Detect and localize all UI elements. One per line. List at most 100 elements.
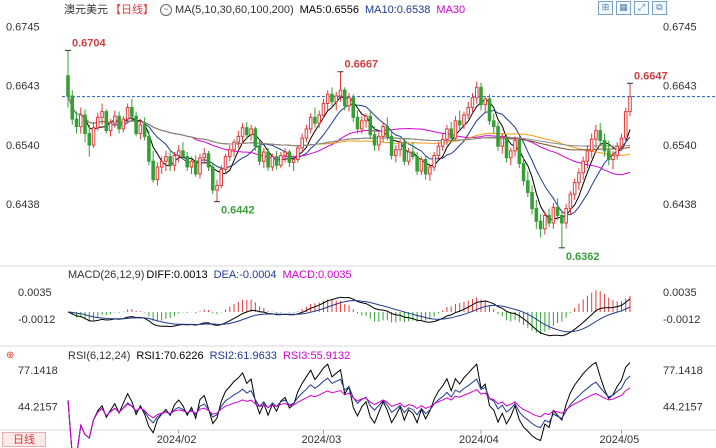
candle-body <box>623 111 628 139</box>
candle-body <box>432 154 436 168</box>
rsi-y-tick-right: 44.2157 <box>663 402 703 414</box>
y-tick-left: 0.6438 <box>6 199 40 211</box>
candle-body <box>491 120 496 128</box>
candle-body <box>147 135 151 162</box>
low-annotation: 0.6442 <box>221 205 255 217</box>
high-annotation: 0.6667 <box>344 59 378 71</box>
x-tick-label: 2024/05 <box>599 434 639 446</box>
candle-body <box>526 180 530 193</box>
low-annotation: 0.6362 <box>566 251 600 263</box>
candle-body <box>560 215 564 224</box>
macd-y-tick-left: -0.0012 <box>18 314 55 326</box>
candle-body <box>317 114 321 124</box>
expand-icon[interactable]: ⤢ <box>634 1 649 15</box>
candle-body <box>210 166 215 191</box>
ma10-label: MA10:0.6538 <box>364 4 431 16</box>
fit-icon[interactable]: ⊞ <box>598 1 613 15</box>
candle-body <box>415 156 419 172</box>
candle-body <box>134 115 138 135</box>
candle-body <box>466 107 470 116</box>
candle-body <box>249 128 253 136</box>
candle-body <box>104 111 109 132</box>
macd-params-label: MACD(26,12,9) <box>68 269 145 281</box>
candle-body <box>359 120 364 130</box>
candle-body <box>509 150 513 159</box>
candle-body <box>257 145 262 162</box>
candle-body <box>594 130 598 140</box>
candle-body <box>91 127 96 146</box>
popout-icon[interactable]: ⧉ <box>652 1 667 15</box>
candle-body <box>419 158 424 172</box>
period-label[interactable]: 【日线】 <box>110 4 154 16</box>
macd-header: MACD(26,12,9) DIFF:0.0013 DEA:-0.0004 MACD:… <box>68 267 358 283</box>
candle-body <box>598 130 602 141</box>
rsi-y-tick-right: 77.1418 <box>663 365 703 377</box>
y-tick-right: 0.6438 <box>663 199 697 211</box>
candle-body <box>262 151 266 162</box>
y-tick-right: 0.6540 <box>663 140 697 152</box>
candle-body <box>189 160 194 168</box>
candle-body <box>423 158 428 175</box>
candle-body <box>564 208 568 224</box>
candle-body <box>296 147 300 160</box>
candle-body <box>223 156 228 170</box>
candle-body <box>78 114 83 128</box>
candle-body <box>125 107 130 120</box>
candle-body <box>487 98 492 122</box>
candle-body <box>496 126 500 147</box>
candle-body <box>364 115 368 122</box>
ma30-label: MA30 <box>436 4 466 16</box>
candle-body <box>589 138 594 152</box>
rsi2-label: RSI2:61.9633 <box>209 350 277 362</box>
grid-icon[interactable]: ▦ <box>616 1 631 15</box>
candle-body <box>530 191 534 210</box>
candle-body <box>534 208 539 222</box>
candle-body <box>445 128 449 140</box>
candle-body <box>313 116 317 124</box>
rsi3-line <box>67 387 631 448</box>
candle-body <box>462 114 466 126</box>
candle-body <box>411 151 415 158</box>
candle-body <box>338 89 343 97</box>
ma-settings-icon[interactable]: ~ <box>160 4 172 17</box>
candle-body <box>372 134 377 146</box>
candle-body <box>240 127 245 137</box>
candle-body <box>151 160 155 181</box>
high-annotation: 0.6647 <box>634 70 668 82</box>
dea-line <box>67 299 631 333</box>
y-tick-right: 0.6643 <box>663 81 697 93</box>
candle-body <box>232 141 236 151</box>
period-tab[interactable]: 日线 <box>2 432 46 447</box>
candle-body <box>453 120 458 139</box>
macd-y-tick-right: 0.0035 <box>663 287 697 299</box>
candle-body <box>279 154 283 166</box>
candle-body <box>245 127 249 136</box>
candle-body <box>470 97 475 109</box>
candle-body <box>568 193 573 210</box>
candle-body <box>628 96 632 113</box>
candle-body <box>394 149 398 156</box>
candle-body <box>428 166 432 175</box>
candle-body <box>130 107 134 117</box>
candle-body <box>202 153 207 159</box>
candle-body <box>228 149 232 158</box>
candle-body <box>172 154 177 166</box>
candle-body <box>100 111 104 118</box>
candle-body <box>321 102 326 116</box>
candle-body <box>215 184 219 191</box>
rsi1-line <box>67 361 631 448</box>
target-icon[interactable]: ⊕ <box>6 350 15 361</box>
high-annotation: 0.6704 <box>72 37 107 49</box>
candle-body <box>325 93 330 104</box>
ma-params-label: MA(5,10,30,60,100,200) <box>175 4 294 16</box>
candle-body <box>176 150 181 156</box>
rsi-y-tick-left: 44.2157 <box>18 402 58 414</box>
candle-body <box>606 150 611 160</box>
candle-body <box>440 138 445 147</box>
candle-body <box>168 156 172 166</box>
candle-body <box>517 139 522 165</box>
candle-body <box>181 150 185 158</box>
candle-body <box>347 97 351 107</box>
candle-body <box>543 215 547 230</box>
